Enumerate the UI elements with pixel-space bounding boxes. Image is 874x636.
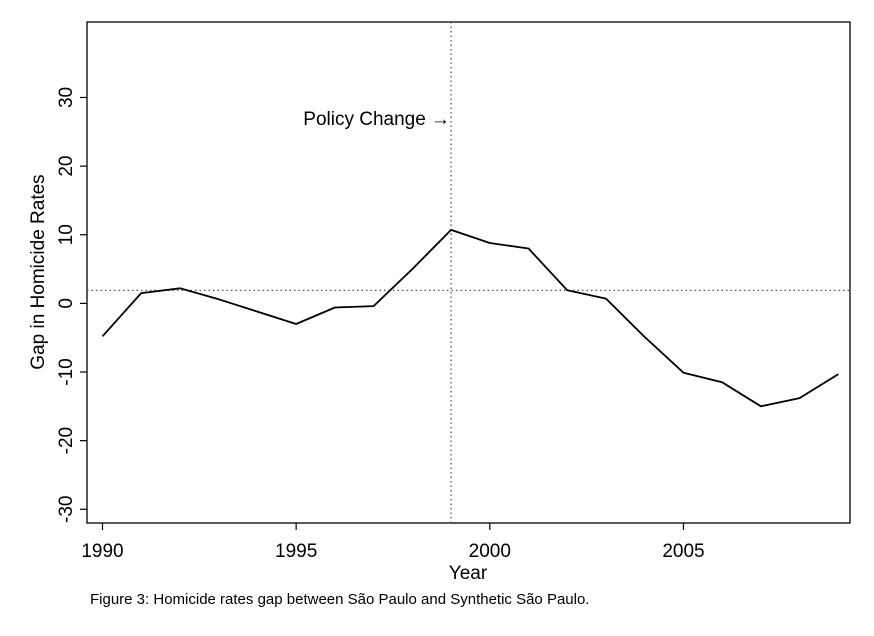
y-tick-label: -10 [56, 358, 77, 385]
y-tick-label: 30 [56, 87, 77, 108]
x-tick-label: 1995 [275, 541, 317, 562]
chart: -30 -20 -10 0 10 20 30 1990 1995 2000 2005 Policy… [28, 21, 851, 584]
plot-frame [86, 21, 851, 524]
series-lines [101, 229, 839, 408]
x-axis-ticks: 1990 1995 2000 2005 [81, 523, 705, 562]
y-tick-label: -20 [56, 427, 77, 454]
y-tick-label: 20 [56, 156, 77, 177]
y-axis-ticks: -30 -20 -10 0 10 20 30 [56, 87, 87, 523]
figure-caption: Figure 3: Homicide rates gap between São… [90, 591, 590, 608]
reference-lines [87, 22, 850, 523]
y-tick-label: 0 [56, 298, 77, 309]
x-axis-label: Year [449, 563, 488, 584]
y-axis-label: Gap in Homicide Rates [28, 174, 49, 369]
policy-change-annotation: Policy Change → [303, 109, 450, 130]
y-tick-label: -30 [56, 496, 77, 523]
x-tick-label: 1990 [81, 541, 123, 562]
homicide-gap-line [101, 229, 839, 408]
y-tick-label: 10 [56, 224, 77, 245]
x-tick-label: 2005 [662, 541, 704, 562]
x-tick-label: 2000 [469, 541, 511, 562]
